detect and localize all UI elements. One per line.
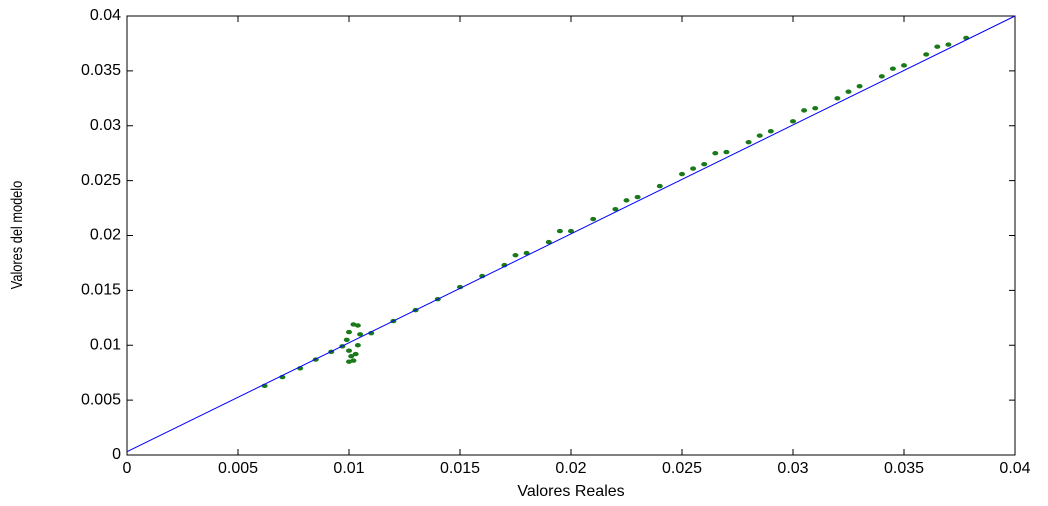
point [352, 351, 359, 357]
point [845, 89, 852, 94]
point [834, 96, 841, 101]
y-tick-label: 0.01 [90, 336, 121, 353]
y-tick-label: 0 [112, 446, 121, 463]
point [901, 63, 907, 68]
point [812, 105, 819, 111]
point [756, 133, 763, 138]
point [568, 228, 574, 234]
point [457, 284, 463, 290]
point [350, 358, 357, 363]
point [856, 84, 863, 89]
point [357, 332, 364, 337]
x-axis-label: Valores Reales [517, 483, 624, 500]
point [545, 239, 552, 245]
point [523, 250, 530, 256]
x-tick-label: 0.02 [555, 460, 586, 477]
point [512, 253, 519, 258]
reference-line [126, 15, 1016, 453]
point [690, 166, 697, 171]
point [354, 323, 361, 328]
y-tick-label: 0.005 [81, 391, 121, 408]
point [623, 198, 630, 203]
y-tick-label: 0.035 [81, 62, 121, 79]
point [634, 194, 641, 200]
point [656, 183, 663, 189]
point [354, 343, 361, 348]
point [612, 206, 619, 212]
y-tick-label: 0.015 [81, 282, 121, 299]
y-tick-label: 0.04 [90, 7, 121, 24]
point [712, 150, 719, 156]
point [767, 129, 774, 134]
x-tick-label: 0.01 [333, 460, 364, 477]
point [801, 108, 808, 113]
y-tick-label: 0.025 [81, 172, 121, 189]
y-tick-label: 0.03 [90, 117, 121, 134]
point [348, 354, 355, 359]
point [346, 329, 352, 335]
point [556, 228, 563, 234]
y-axis-label: Valores del modelo [9, 181, 27, 289]
x-tick-label: 0.015 [440, 460, 480, 477]
y-tick-label: 0.02 [90, 227, 121, 244]
x-tick-label: 0.035 [884, 460, 924, 477]
point [923, 52, 930, 57]
x-tick-label: 0.005 [218, 460, 258, 477]
point [878, 74, 885, 79]
point [679, 171, 685, 177]
point [934, 44, 941, 49]
point [745, 140, 752, 145]
x-tick-label: 0.03 [777, 460, 808, 477]
point [590, 216, 597, 222]
point [723, 149, 730, 155]
point [701, 161, 708, 167]
point [790, 119, 796, 124]
point [343, 337, 350, 342]
x-tick-label: 0 [123, 460, 132, 477]
point [945, 42, 952, 47]
x-tick-label: 0.025 [662, 460, 702, 477]
point [346, 348, 352, 353]
point [889, 66, 896, 71]
x-tick-label: 0.04 [999, 460, 1030, 477]
